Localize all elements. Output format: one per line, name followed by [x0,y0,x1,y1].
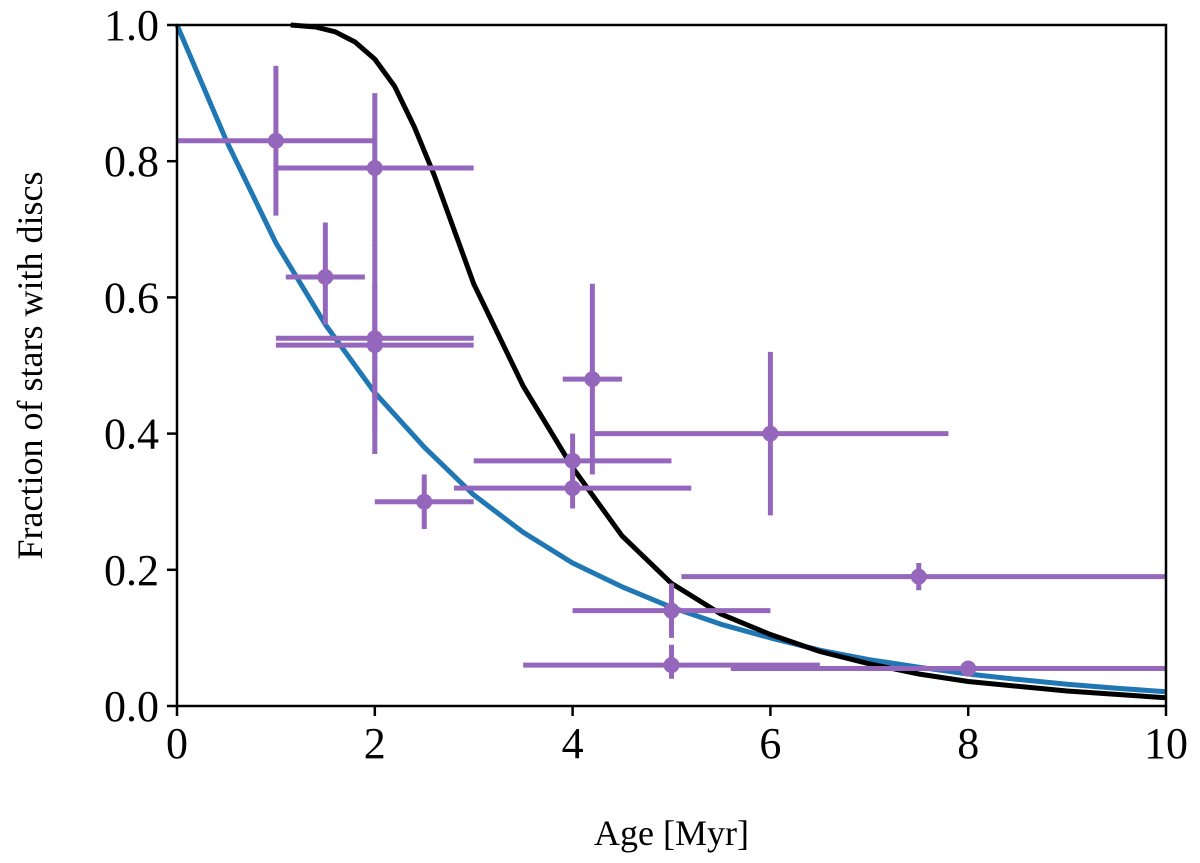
data-point [453,467,692,509]
x-tick-label: 10 [1144,719,1188,768]
y-tick-label: 0.2 [104,546,159,595]
point-marker [416,493,433,510]
data-point [285,222,365,325]
point-marker [366,160,383,177]
data-point [730,660,1166,677]
y-tick-label: 1.0 [104,1,159,50]
data-points [177,65,1166,679]
curve-black [290,22,1167,701]
point-marker [564,452,581,469]
y-tick-label: 0.6 [104,273,159,322]
x-tick-label: 2 [364,719,386,768]
data-point [177,65,375,216]
data-point [275,93,474,243]
x-axis-label: Age [Myr] [594,813,749,853]
x-tick-label: 6 [759,719,781,768]
x-ticks: 0 2 4 6 8 10 [166,706,1188,768]
data-point [572,583,771,638]
point-marker [564,480,581,497]
y-ticks: 0.0 0.2 0.4 0.6 0.8 1.0 [104,1,177,731]
data-point [562,283,623,475]
data-point [374,474,474,529]
y-axis-label: Fraction of stars with discs [10,172,50,560]
data-point [681,562,1166,591]
data-point [592,351,949,516]
point-marker [910,568,927,585]
y-tick-label: 0.4 [104,410,159,459]
x-tick-label: 4 [562,719,584,768]
point-marker [366,337,383,354]
data-point [275,283,474,434]
point-marker [663,602,680,619]
point-marker [267,132,284,149]
x-tick-label: 8 [957,719,979,768]
point-marker [960,660,977,677]
x-tick-label: 0 [166,719,188,768]
data-point [523,644,820,679]
point-marker [663,657,680,674]
y-tick-label: 0.8 [104,137,159,186]
point-marker [584,371,601,388]
point-marker [762,425,779,442]
plot-frame [175,23,1168,708]
point-marker [317,268,334,285]
y-tick-label: 0.0 [104,682,159,731]
